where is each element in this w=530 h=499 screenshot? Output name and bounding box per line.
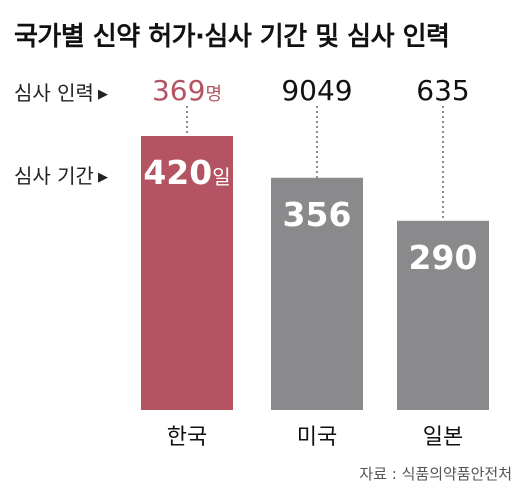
bar-value-label: 290: [409, 238, 478, 277]
category-label: 한국: [167, 425, 207, 450]
staff-row-label-text: 심사 인력: [14, 81, 94, 105]
source-note: 자료 : 식품의약품안전처: [359, 465, 512, 483]
bar: [141, 136, 233, 410]
bar: [271, 177, 363, 410]
period-row-label-text: 심사 기간: [14, 164, 94, 188]
staff-value-label: 369명: [152, 74, 222, 107]
bar-value-number: 420: [143, 153, 212, 192]
category-label: 미국: [297, 425, 337, 450]
bar-value-number: 290: [409, 238, 478, 277]
period-row-label: 심사 기간 ▶: [14, 160, 108, 189]
staff-value-number: 635: [416, 74, 469, 107]
staff-value-unit: 명: [205, 84, 222, 105]
bar-value-number: 356: [283, 195, 352, 234]
bar-value-label: 420일: [143, 153, 230, 192]
staff-arrow-icon: ▶: [97, 87, 108, 102]
staff-value-label: 9049: [281, 74, 352, 107]
bar-value-label: 356: [283, 195, 352, 234]
bar: [397, 220, 489, 410]
bar-value-unit: 일: [212, 165, 230, 189]
staff-value-number: 369: [152, 74, 205, 107]
staff-value-number: 9049: [281, 74, 352, 107]
staff-row-label: 심사 인력 ▶: [14, 77, 108, 106]
category-label: 일본: [423, 425, 463, 450]
staff-value-label: 635: [416, 74, 469, 107]
chart-title: 국가별 신약 허가·심사 기간 및 심사 인력: [14, 22, 450, 52]
period-arrow-icon: ▶: [97, 170, 108, 185]
